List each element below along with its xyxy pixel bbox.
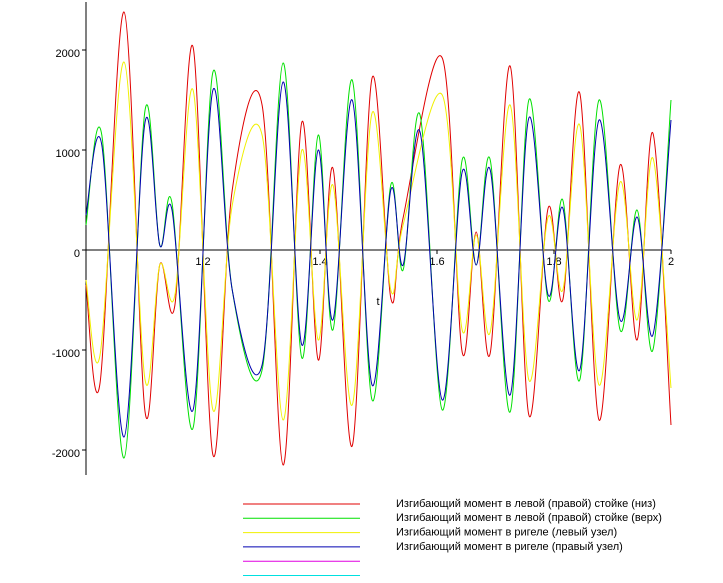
y-tick-label: 0 [74, 248, 80, 260]
x-tick-label: 1.4 [312, 256, 327, 268]
legend-label: Изгибающий момент в левой (правой) стойк… [396, 512, 662, 524]
legend-label: Изгибающий момент в ригеле (левый узел) [396, 527, 617, 539]
series-line [85, 11, 672, 466]
y-tick-label: -1000 [52, 348, 80, 360]
series-line [85, 61, 672, 421]
y-tick-label: -2000 [52, 448, 80, 460]
y-tick-label: 1000 [56, 148, 80, 160]
legend-label: Изгибающий момент в ригеле (правый узел) [396, 541, 623, 553]
y-tick-label: 2000 [56, 48, 80, 60]
x-tick-label: 1.6 [429, 256, 444, 268]
x-tick-label: 2 [668, 256, 674, 268]
x-tick-label: 1.8 [546, 256, 561, 268]
x-axis-label: t [376, 296, 379, 308]
series-line [85, 81, 672, 438]
legend-label: Изгибающий момент в левой (правой) стойк… [396, 498, 656, 510]
